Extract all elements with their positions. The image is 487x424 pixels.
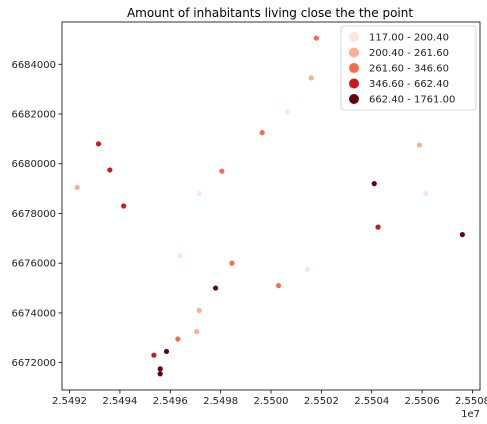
data-point-8 (175, 336, 181, 342)
legend-label-4: 662.40 - 1761.00 (369, 95, 455, 106)
data-point-9 (177, 253, 183, 259)
y-tick-label-4: 6680000 (11, 159, 56, 170)
data-point-20 (308, 75, 314, 81)
data-point-10 (194, 328, 200, 335)
data-point-18 (284, 108, 290, 115)
legend-label-2: 261.60 - 346.60 (369, 64, 449, 75)
data-point-5 (157, 366, 163, 372)
y-axis: 6672000 6674000 6676000 6678000 6680000 66820… (11, 60, 62, 369)
x-tick-label-8: 2.5508 (455, 396, 487, 407)
x-tick-label-6: 2.5504 (354, 396, 389, 407)
x-tick-label-3: 2.5498 (203, 396, 238, 407)
data-point-15 (229, 260, 235, 266)
legend-label-1: 200.40 - 261.60 (369, 48, 449, 59)
data-point-24 (416, 142, 423, 148)
y-tick-label-3: 6678000 (11, 209, 56, 220)
data-point-7 (163, 348, 170, 355)
x-axis-offset-label: 1e7 (461, 409, 480, 420)
legend-marker-4 (349, 94, 359, 104)
data-point-26 (459, 231, 465, 238)
y-tick-label-0: 6672000 (11, 358, 56, 369)
data-point-11 (196, 307, 202, 314)
y-tick-label-6: 6684000 (11, 60, 56, 71)
y-tick-label-5: 6682000 (11, 110, 56, 121)
legend-marker-0 (349, 32, 359, 42)
legend-marker-1 (349, 47, 359, 58)
data-point-12 (196, 190, 202, 197)
legend-frame (340, 25, 477, 111)
x-tick-label-1: 2.5494 (102, 396, 137, 407)
x-tick-label-4: 2.5500 (254, 396, 289, 407)
x-tick-label-0: 2.5492 (52, 396, 87, 407)
chart-title: Amount of inhabitants living close the t… (127, 6, 413, 20)
data-point-3 (121, 203, 127, 209)
data-point-14 (219, 168, 225, 174)
points-layer (74, 35, 465, 377)
data-point-19 (304, 266, 311, 273)
legend-marker-2 (349, 63, 359, 73)
data-point-1 (95, 141, 102, 147)
legend: 117.00 - 200.40 200.40 - 261.60 261.60 - 3… (340, 25, 477, 111)
legend-label-3: 346.60 - 662.40 (369, 79, 449, 90)
data-point-21 (313, 35, 319, 41)
data-point-2 (107, 167, 113, 173)
x-tick-label-5: 2.5502 (304, 396, 339, 407)
data-point-0 (74, 184, 80, 190)
data-point-4 (151, 352, 157, 358)
data-point-16 (259, 130, 265, 136)
data-point-17 (275, 282, 282, 289)
data-point-23 (375, 224, 381, 230)
data-point-6 (157, 371, 163, 377)
x-tick-label-2: 2.5496 (153, 396, 188, 407)
x-axis: 2.5492 2.5494 2.5496 2.5498 2.5500 2.5502 2.55… (52, 390, 487, 407)
y-tick-label-1: 6674000 (11, 308, 56, 319)
data-point-22 (371, 181, 377, 187)
data-point-13 (213, 285, 219, 291)
data-point-25 (423, 190, 429, 197)
y-tick-label-2: 6676000 (11, 259, 56, 270)
x-tick-label-7: 2.5506 (405, 396, 440, 407)
legend-label-0: 117.00 - 200.40 (369, 33, 449, 44)
legend-marker-3 (349, 78, 359, 89)
